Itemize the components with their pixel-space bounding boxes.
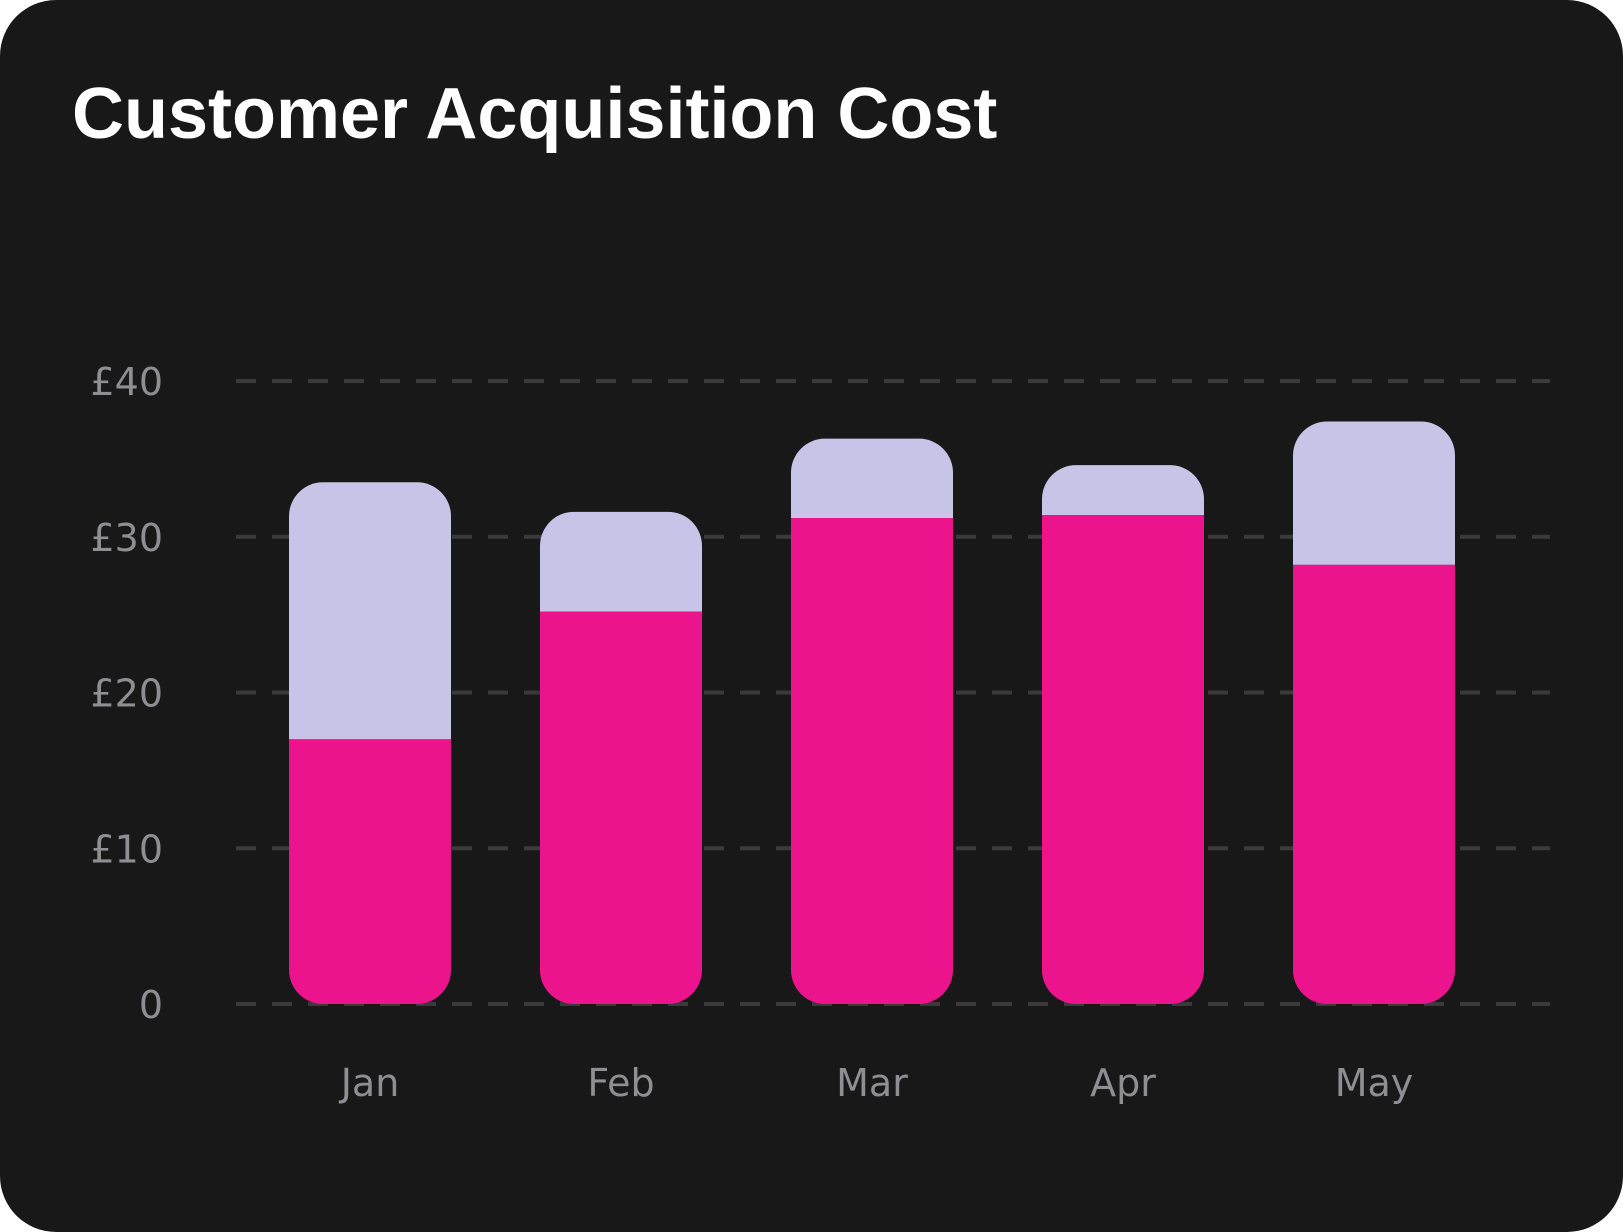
bar-mar-segment-1	[791, 518, 953, 1004]
bar-mar-segment-2	[791, 438, 953, 519]
bar-jan-segment-1	[289, 739, 451, 1004]
x-tick-label-may: May	[1335, 1061, 1414, 1105]
bar-apr-segment-2	[1042, 465, 1204, 515]
x-tick-label-jan: Jan	[339, 1061, 400, 1105]
y-tick-label-4: £40	[90, 360, 163, 404]
bar-may-segment-2	[1293, 421, 1455, 565]
bar-jan-segment-2	[289, 482, 451, 740]
bar-feb-segment-1	[540, 611, 702, 1004]
x-tick-label-apr: Apr	[1090, 1061, 1156, 1105]
bar-feb-segment-2	[540, 511, 702, 612]
y-tick-label-0: 0	[139, 983, 163, 1027]
y-tick-label-3: £30	[90, 516, 163, 560]
x-tick-label-feb: Feb	[587, 1061, 654, 1105]
bar-may-segment-1	[1293, 564, 1455, 1004]
bar-apr-segment-1	[1042, 514, 1204, 1004]
y-tick-label-1: £10	[90, 827, 163, 871]
y-tick-label-2: £20	[90, 672, 163, 716]
x-tick-label-mar: Mar	[836, 1061, 908, 1105]
chart-title: Customer Acquisition Cost	[72, 74, 998, 154]
